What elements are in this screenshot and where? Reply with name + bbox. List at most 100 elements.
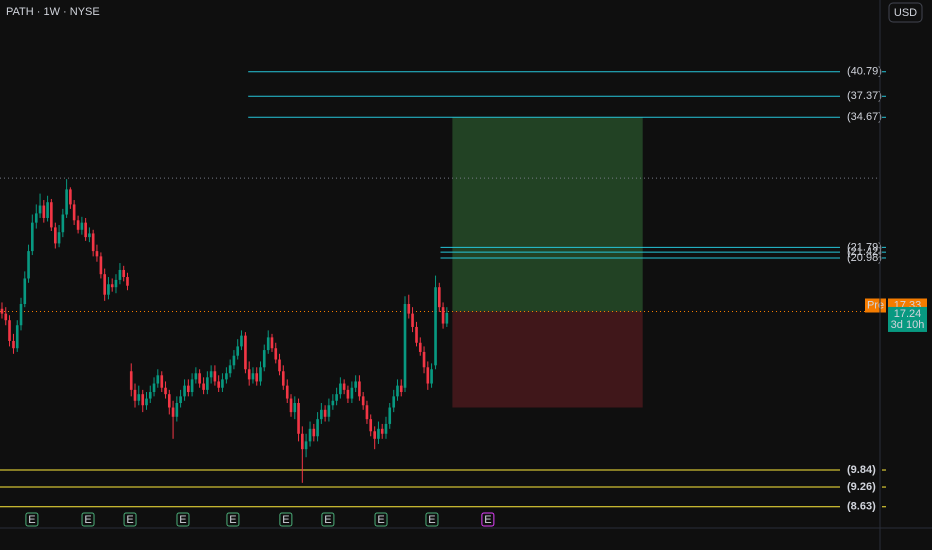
candle-body bbox=[12, 340, 15, 349]
candle-body bbox=[411, 313, 414, 327]
candle-body bbox=[137, 394, 141, 401]
candle-body bbox=[57, 232, 61, 244]
countdown-label: 3d 10h bbox=[891, 319, 925, 331]
candle-body bbox=[148, 392, 152, 399]
earnings-label: E bbox=[84, 514, 91, 526]
candle-body bbox=[175, 403, 179, 417]
earnings-marker bbox=[279, 512, 293, 527]
candle-body bbox=[247, 369, 251, 380]
candle-body bbox=[23, 278, 27, 305]
candle-body bbox=[187, 385, 190, 393]
candle-body bbox=[422, 351, 426, 368]
candle-body bbox=[95, 251, 99, 257]
earnings-label: E bbox=[484, 514, 491, 526]
candle-body bbox=[418, 342, 422, 352]
candle-body bbox=[369, 419, 373, 432]
candle-body bbox=[61, 214, 65, 233]
candle-body bbox=[152, 383, 156, 393]
candle-body bbox=[65, 189, 68, 215]
candle-body bbox=[42, 205, 46, 218]
candle-body bbox=[141, 394, 145, 406]
candle-body bbox=[38, 205, 42, 214]
pre-badge bbox=[865, 298, 886, 313]
candle-body bbox=[399, 385, 403, 393]
earnings-label: E bbox=[377, 514, 384, 526]
candle-body bbox=[255, 373, 259, 382]
candle-body bbox=[274, 348, 278, 360]
earnings-label: E bbox=[179, 514, 186, 526]
candles bbox=[0, 179, 449, 483]
candle-body bbox=[445, 312, 449, 324]
candle-body bbox=[118, 269, 122, 280]
candle-body bbox=[331, 400, 335, 406]
candle-body bbox=[316, 419, 319, 437]
candle-body bbox=[110, 284, 114, 288]
candle-body bbox=[361, 396, 365, 406]
candle-body bbox=[346, 389, 350, 399]
candle-body bbox=[266, 337, 270, 351]
candle-body bbox=[437, 287, 441, 308]
earnings-label: E bbox=[282, 514, 289, 526]
candle-body bbox=[145, 398, 148, 406]
candle-body bbox=[213, 371, 217, 382]
price-level-label: (21.79) bbox=[847, 241, 882, 253]
candle-body bbox=[8, 320, 11, 341]
price-level-label: (8.63) bbox=[847, 501, 876, 513]
candle-body bbox=[0, 308, 4, 314]
candle-body bbox=[407, 304, 411, 314]
candle-body bbox=[240, 335, 243, 347]
candle-body bbox=[114, 279, 118, 288]
candle-body bbox=[297, 403, 300, 434]
candle-body bbox=[396, 385, 399, 397]
candle-body bbox=[244, 335, 247, 370]
candle-body bbox=[171, 407, 175, 417]
price-level-label: (9.26) bbox=[847, 481, 876, 493]
earnings-label: E bbox=[229, 514, 236, 526]
candle-body bbox=[308, 428, 312, 442]
candle-body bbox=[198, 373, 201, 384]
candle-body bbox=[373, 431, 376, 439]
candle-body bbox=[209, 371, 213, 378]
candle-body bbox=[221, 379, 224, 388]
overlays bbox=[0, 71, 880, 508]
candle-body bbox=[34, 213, 38, 223]
candle-body bbox=[30, 222, 34, 252]
currency-button[interactable] bbox=[888, 2, 923, 23]
earnings-label: E bbox=[428, 514, 435, 526]
currency-label[interactable]: USD bbox=[894, 7, 917, 19]
candle-body bbox=[217, 381, 220, 388]
candle-body bbox=[251, 373, 255, 380]
symbol-title: PATH · 1W · NYSE bbox=[6, 6, 100, 18]
candle-body bbox=[304, 441, 308, 450]
earnings-marker bbox=[176, 512, 190, 527]
candle-body bbox=[133, 389, 137, 401]
candle-body bbox=[72, 204, 76, 221]
candle-body bbox=[27, 251, 30, 279]
candle-body bbox=[107, 284, 110, 295]
candle-body bbox=[46, 202, 49, 218]
earnings-marker bbox=[25, 512, 39, 527]
candle-body bbox=[76, 220, 80, 230]
last-price-label: 17.24 bbox=[894, 308, 922, 320]
earnings-marker bbox=[425, 512, 439, 527]
candle-body bbox=[50, 202, 53, 228]
candle-body bbox=[392, 396, 396, 408]
earnings-marker bbox=[226, 512, 240, 527]
price-level-label: (21.42) bbox=[847, 246, 882, 258]
candle-body bbox=[301, 433, 304, 450]
candle-body bbox=[126, 277, 129, 286]
candle-body bbox=[434, 287, 437, 366]
candle-body bbox=[278, 359, 281, 372]
candle-body bbox=[228, 365, 232, 374]
candle-body bbox=[312, 428, 316, 437]
candle-body bbox=[160, 375, 164, 388]
candle-body bbox=[69, 189, 72, 205]
candle-body bbox=[190, 379, 194, 393]
candle-body bbox=[232, 355, 236, 366]
candle-body bbox=[103, 274, 106, 295]
candle-body bbox=[426, 367, 430, 384]
candle-body bbox=[15, 325, 19, 349]
earnings-marker bbox=[374, 512, 388, 527]
